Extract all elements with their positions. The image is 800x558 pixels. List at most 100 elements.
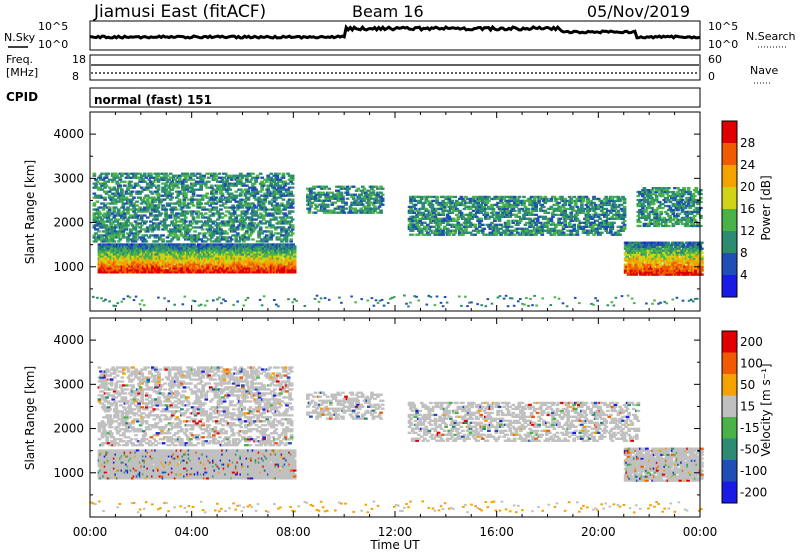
data-cell <box>262 185 266 187</box>
data-cell <box>126 218 130 220</box>
data-cell <box>126 175 130 177</box>
nsky-tick-bottom: 10^0 <box>38 38 68 51</box>
data-cell <box>94 232 98 234</box>
data-cell <box>271 234 275 236</box>
data-cell <box>224 230 228 232</box>
data-cell <box>539 196 543 198</box>
data-cell <box>187 206 191 208</box>
data-cell <box>140 218 144 220</box>
data-cell <box>164 212 168 214</box>
data-cell <box>254 226 258 228</box>
data-cell <box>293 253 297 255</box>
data-cell <box>166 236 170 238</box>
data-cell <box>216 210 220 212</box>
data-cell <box>507 202 511 204</box>
data-cell <box>144 234 148 236</box>
data-cell <box>518 216 522 218</box>
data-cell <box>103 199 107 201</box>
data-cell <box>347 188 351 190</box>
data-cell <box>463 208 467 210</box>
data-cell <box>251 224 255 226</box>
data-cell <box>344 208 348 210</box>
data-cell <box>114 173 118 175</box>
data-cell <box>563 204 567 206</box>
data-cell <box>138 226 142 228</box>
data-cell <box>524 206 528 208</box>
data-cell <box>189 224 193 226</box>
data-cell <box>574 216 578 218</box>
data-cell <box>421 204 425 206</box>
data-cell <box>208 228 212 230</box>
data-cell <box>533 198 537 200</box>
data-cell <box>412 198 416 200</box>
data-cell <box>231 204 235 206</box>
data-cell <box>327 200 331 202</box>
data-cell <box>247 199 251 201</box>
data-cell <box>122 232 126 234</box>
data-cell <box>112 228 116 230</box>
data-cell <box>291 179 295 181</box>
data-cell <box>119 187 123 189</box>
data-cell <box>96 201 100 203</box>
data-cell <box>231 208 235 210</box>
data-cell <box>122 204 126 206</box>
data-cell <box>105 193 109 195</box>
data-cell <box>141 236 145 238</box>
data-cell <box>175 197 179 199</box>
data-cell <box>207 177 211 179</box>
data-cell <box>482 206 486 208</box>
data-cell <box>192 191 196 193</box>
station-title: Jiamusi East (fitACF) <box>93 2 266 22</box>
data-cell <box>289 216 293 218</box>
data-cell <box>540 234 544 236</box>
nsearch-tick-top: 10^5 <box>708 20 738 33</box>
data-cell <box>289 191 293 193</box>
data-cell <box>344 204 348 206</box>
data-cell <box>372 192 376 194</box>
data-cell <box>138 173 142 175</box>
data-cell <box>271 214 275 216</box>
data-cell <box>251 202 255 204</box>
data-cell <box>507 224 511 226</box>
data-cell <box>478 222 482 224</box>
data-cell <box>208 218 212 220</box>
data-cell <box>169 234 173 236</box>
data-cell <box>260 189 264 191</box>
data-cell <box>180 232 184 234</box>
data-cell <box>202 177 206 179</box>
data-cell <box>208 210 212 212</box>
data-cell <box>469 212 473 214</box>
data-cell <box>265 181 269 183</box>
data-cell <box>227 187 231 189</box>
data-cell <box>490 206 494 208</box>
data-cell <box>372 190 376 192</box>
data-cell <box>157 187 161 189</box>
data-cell <box>417 226 421 228</box>
data-cell <box>181 206 185 208</box>
data-cell <box>144 177 148 179</box>
data-cell <box>117 240 121 242</box>
data-cell <box>531 226 535 228</box>
data-cell <box>129 195 133 197</box>
data-cell <box>291 175 295 177</box>
data-cell <box>173 232 177 234</box>
data-cell <box>210 191 214 193</box>
data-cell <box>155 216 159 218</box>
data-cell <box>219 191 223 193</box>
data-cell <box>129 193 133 195</box>
data-cell <box>247 189 251 191</box>
data-cell <box>323 188 327 190</box>
data-cell <box>257 197 261 199</box>
data-cell <box>441 200 445 202</box>
data-cell <box>93 173 97 175</box>
data-cell <box>487 218 491 220</box>
data-cell <box>230 193 234 195</box>
data-cell <box>490 212 494 214</box>
data-cell <box>129 181 133 183</box>
data-cell <box>285 236 289 238</box>
data-cell <box>423 202 427 204</box>
data-cell <box>458 226 462 228</box>
data-cell <box>522 202 526 204</box>
data-cell <box>496 212 500 214</box>
data-cell <box>149 191 153 193</box>
